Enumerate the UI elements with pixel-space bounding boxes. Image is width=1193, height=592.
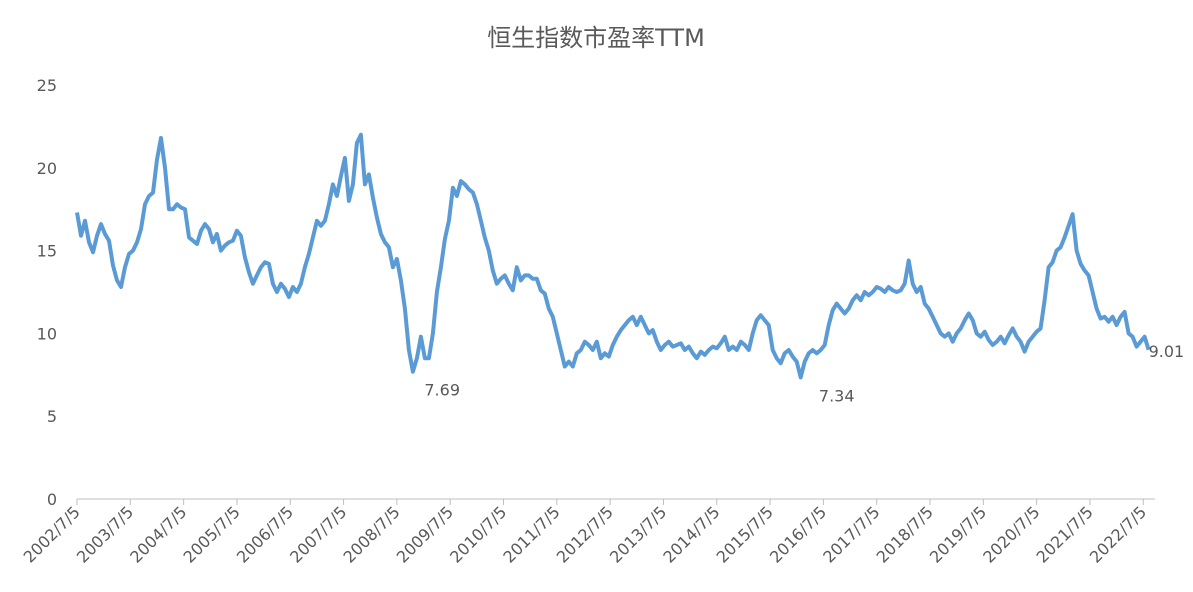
x-tick-label: 2009/7/5 bbox=[393, 502, 457, 566]
data-line bbox=[75, 132, 1151, 380]
x-tick-label: 2019/7/5 bbox=[926, 502, 990, 566]
y-tick-label: 25 bbox=[37, 76, 57, 95]
data-label: 9.01 bbox=[1149, 342, 1185, 361]
x-tick-label: 2021/7/5 bbox=[1033, 502, 1097, 566]
x-tick-label: 2022/7/5 bbox=[1086, 502, 1150, 566]
y-tick-label: 15 bbox=[37, 242, 57, 261]
x-tick-label: 2020/7/5 bbox=[979, 502, 1043, 566]
x-tick-label: 2004/7/5 bbox=[126, 502, 190, 566]
y-tick-label: 5 bbox=[47, 407, 57, 426]
data-label: 7.69 bbox=[424, 381, 460, 400]
x-tick-label: 2012/7/5 bbox=[553, 502, 617, 566]
x-tick-label: 2007/7/5 bbox=[286, 502, 350, 566]
x-tick-label: 2003/7/5 bbox=[73, 502, 137, 566]
data-label: 7.34 bbox=[819, 386, 855, 405]
x-tick-label: 2010/7/5 bbox=[446, 502, 510, 566]
x-tick-label: 2006/7/5 bbox=[233, 502, 297, 566]
y-tick-label: 20 bbox=[37, 159, 57, 178]
x-tick-label: 2018/7/5 bbox=[873, 502, 937, 566]
y-tick-label: 0 bbox=[47, 490, 57, 509]
chart-title: 恒生指数市盈率TTM bbox=[487, 24, 705, 52]
x-tick-label: 2011/7/5 bbox=[499, 502, 563, 566]
x-tick-label: 2017/7/5 bbox=[819, 502, 883, 566]
x-tick-label: 2015/7/5 bbox=[713, 502, 777, 566]
x-tick-label: 2013/7/5 bbox=[606, 502, 670, 566]
y-tick-label: 10 bbox=[37, 324, 57, 343]
x-tick-label: 2008/7/5 bbox=[339, 502, 403, 566]
x-tick-label: 2014/7/5 bbox=[659, 502, 723, 566]
x-tick-label: 2002/7/5 bbox=[20, 502, 84, 566]
x-tick-label: 2016/7/5 bbox=[766, 502, 830, 566]
x-tick-label: 2005/7/5 bbox=[180, 502, 244, 566]
